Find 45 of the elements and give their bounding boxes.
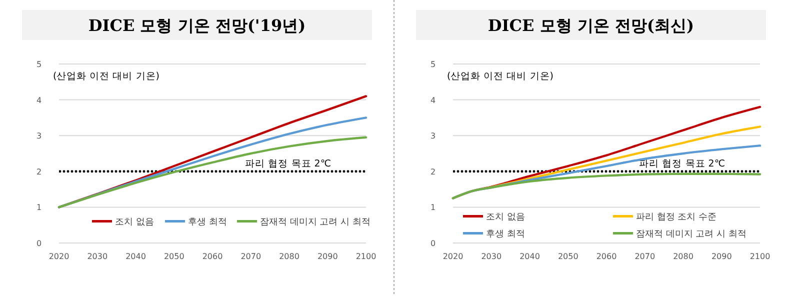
x-tick-label: 2050 (558, 252, 578, 261)
x-tick-label: 2090 (317, 252, 338, 261)
legend-label: 조치 없음 (115, 218, 154, 228)
y-tick-label: 2 (430, 167, 436, 176)
y-tick-label: 1 (430, 203, 436, 212)
y-tick-label: 3 (36, 132, 42, 141)
legend-label: 후생 최적 (188, 218, 227, 228)
line-series (452, 172, 762, 200)
x-tick-label: 2090 (711, 252, 732, 261)
y-tick-label: 2 (36, 167, 42, 176)
x-tick-label: 2060 (596, 252, 617, 261)
x-tick-label: 2040 (126, 252, 146, 261)
y-tick-label: 4 (36, 96, 42, 105)
y-tick-label: 1 (36, 203, 42, 212)
annotation: (산업화 이전 대비 기온) (53, 71, 160, 82)
x-tick-label: 2080 (279, 252, 300, 261)
y-tick-label: 5 (36, 60, 42, 69)
x-tick-label: 2030 (87, 252, 108, 261)
legend-label: 조치 없음 (486, 212, 525, 223)
x-tick-label: 2050 (164, 252, 184, 261)
legend-label: 잠재적 데미지 고려 시 최적 (636, 230, 746, 240)
x-tick-label: 2100 (356, 252, 376, 261)
legend-label: 후생 최적 (486, 230, 525, 240)
line-series (58, 136, 368, 208)
x-tick-label: 2080 (673, 252, 694, 261)
legend-label: 파리 협정 조치 수준 (636, 212, 717, 223)
x-tick-label: 2020 (442, 252, 464, 261)
chart-title: DICE 모형 기온 전망('19년) (88, 16, 306, 35)
x-tick-label: 2040 (520, 252, 540, 261)
chart-title: DICE 모형 기온 전망(최신) (488, 16, 694, 35)
y-tick-label: 0 (36, 239, 42, 248)
x-tick-label: 2030 (481, 252, 502, 261)
y-tick-label: 4 (430, 96, 436, 105)
ref-line-label: 파리 협정 목표 2℃ (639, 158, 726, 170)
y-tick-label: 3 (430, 132, 436, 141)
x-tick-label: 2100 (750, 252, 770, 261)
x-tick-label: 2070 (634, 252, 656, 261)
legend-label: 잠재적 데미지 고려 시 최적 (260, 218, 370, 228)
y-tick-label: 5 (430, 60, 436, 69)
y-tick-label: 0 (430, 239, 436, 248)
x-tick-label: 2070 (240, 252, 262, 261)
x-tick-label: 2020 (48, 252, 70, 261)
ref-line-label: 파리 협정 목표 2℃ (245, 158, 332, 170)
annotation: (산업화 이전 대비 기온) (447, 71, 554, 82)
x-tick-label: 2060 (202, 252, 223, 261)
